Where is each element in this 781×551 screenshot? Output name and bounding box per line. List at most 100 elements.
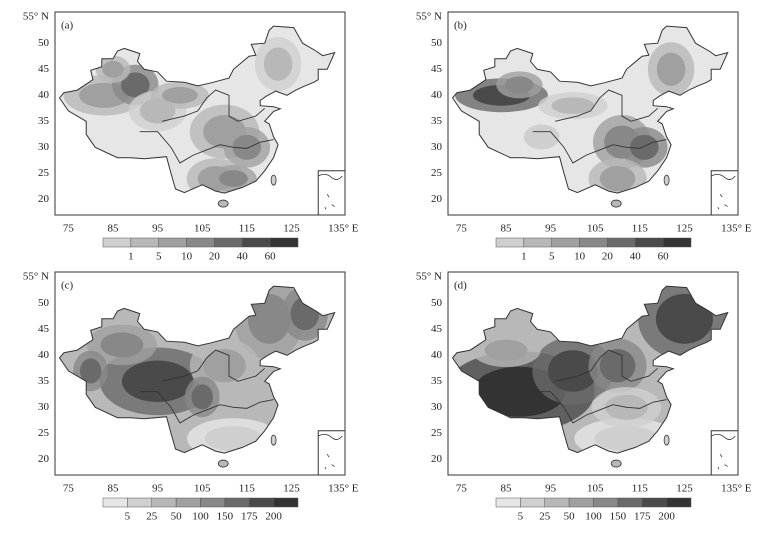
lon-tick-label: 95 [545,223,557,235]
panel-label: (d) [454,280,467,292]
contour [219,170,248,187]
panel-label: (c) [61,280,74,292]
colorbar-cell [617,497,643,508]
lon-tick-label: 115 [239,483,256,495]
colorbar-cell [495,237,525,248]
contour [232,134,262,160]
lat-tick-label: 20 [38,453,50,465]
lon-tick-label: 75 [63,483,75,495]
lat-tick-label: 25 [431,167,443,179]
lat-tick-label: 45 [431,63,443,75]
lat-tick-label: 45 [38,323,50,335]
contour [102,60,124,78]
lon-tick-label: 135° E [328,223,359,235]
lon-tick-label: 75 [456,223,468,235]
colorbar-cell [102,497,128,508]
colorbar-cell [520,497,545,508]
lat-tick-label: 40 [38,349,50,361]
lat-tick-label: 25 [38,427,50,439]
lon-tick-label: 125 [676,223,693,235]
colorbar-label: 60 [265,251,277,263]
lat-tick-label: 35 [38,115,50,127]
colorbar-cell [242,237,271,248]
china-outline [451,25,729,194]
colorbar-label: 100 [585,511,602,523]
colorbar-cell [186,237,215,248]
lon-tick-label: 95 [545,483,557,495]
contour [100,332,144,358]
map-panel: (d) 55° N 50 45 40 35 30 25 20 75 85 95 105 115 125 135… [416,271,752,523]
hainan [217,199,229,208]
contour [547,350,598,392]
contour [121,360,194,403]
colorbar-label: 10 [574,251,586,263]
colorbar-cell [249,497,274,508]
colorbar-label: 10 [181,251,193,263]
colorbar-cell [130,237,159,248]
lon-tick-label: 105 [194,223,211,235]
contour [655,293,714,344]
river [532,391,667,424]
colorbar-cell [579,237,608,248]
contour [523,124,560,150]
colorbar-cell [127,497,152,508]
lon-tick-label: 85 [501,223,513,235]
lat-tick-label: 30 [431,401,443,413]
contour [599,166,636,192]
colorbar-cell [551,237,580,248]
colorbar-cell [635,237,664,248]
lat-tick-label: 40 [431,349,443,361]
lon-tick-label: 105 [587,483,604,495]
colorbar-cell [593,497,619,508]
lon-tick-label: 75 [63,223,75,235]
lat-tick-label: 30 [38,401,50,413]
lon-tick-label: 75 [456,483,468,495]
colorbar-cell [666,497,692,508]
lat-tick-label: 55° N [23,11,49,23]
inset-coast [318,433,343,470]
colorbar-label: 5 [518,511,524,523]
contour [505,76,534,94]
contour [162,86,198,104]
contour [599,349,636,383]
contour [656,52,686,86]
inset-coast [318,173,343,210]
lon-tick-label: 95 [152,483,164,495]
river [139,391,274,424]
lon-tick-label: 135° E [328,483,359,495]
lon-tick-label: 85 [108,483,120,495]
colorbar-label: 100 [192,511,209,523]
colorbar-label: 20 [209,251,221,263]
panel-label: (a) [61,20,74,32]
taiwan [663,434,670,446]
hainan [610,459,622,468]
lat-tick-label: 55° N [23,271,49,283]
colorbar-cell [158,237,187,248]
lat-tick-label: 30 [431,141,443,153]
contour [191,384,213,410]
lon-tick-label: 125 [283,223,300,235]
hainan [217,459,229,468]
taiwan [270,174,277,186]
lat-tick-label: 40 [38,89,50,101]
lon-tick-label: 85 [501,483,513,495]
colorbar-label: 50 [171,511,183,523]
river [554,349,658,382]
contour [247,293,291,344]
contour [551,97,595,115]
lon-tick-label: 105 [194,483,211,495]
river [554,89,658,122]
lat-tick-label: 20 [431,453,443,465]
contours [59,26,335,194]
lat-tick-label: 30 [38,141,50,153]
colorbar-label: 40 [630,251,642,263]
river [161,349,265,382]
china-outline [58,285,336,454]
colorbar-cell [200,497,226,508]
lat-tick-label: 50 [431,297,443,309]
china-outline [451,285,729,454]
colorbar-cell [607,237,636,248]
lat-tick-label: 25 [431,427,443,439]
river [161,89,265,122]
